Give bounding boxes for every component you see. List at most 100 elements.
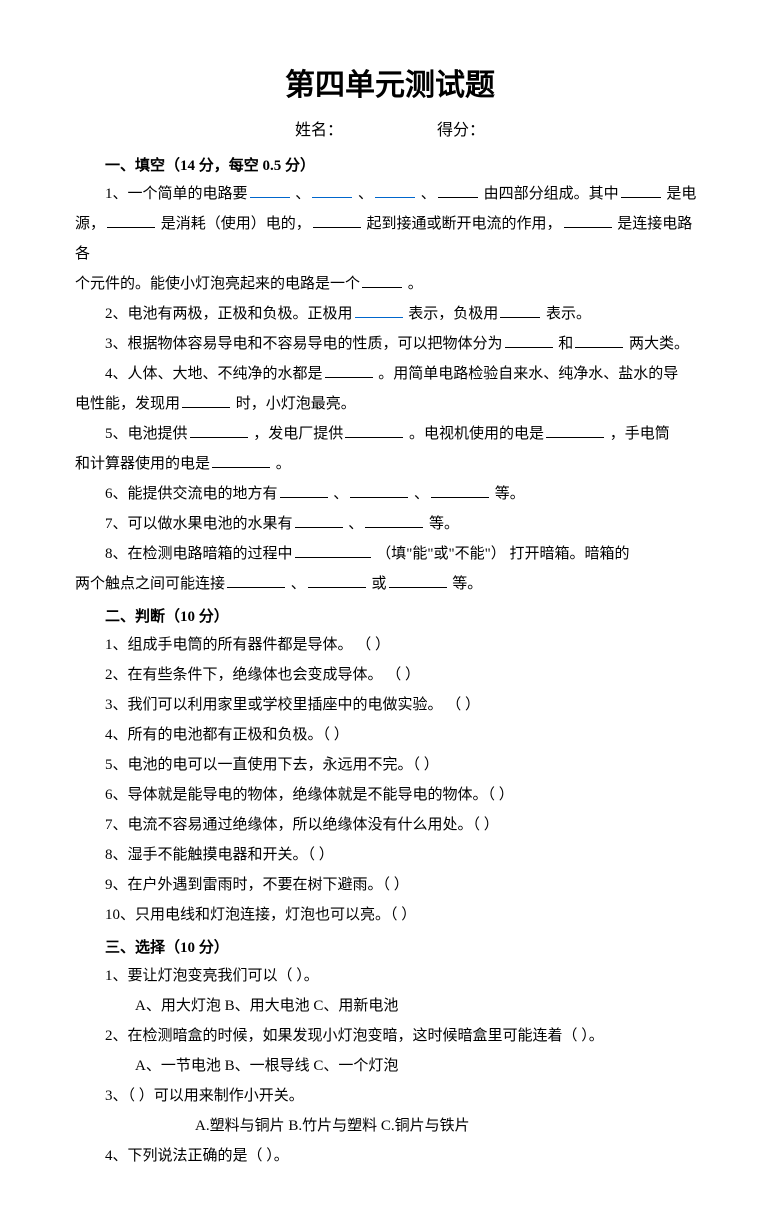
sep: 、 (348, 516, 363, 532)
section-choice-header: 三、选择（10 分） (75, 936, 705, 957)
fill-q1-line3: 个元件的。能使小灯泡亮起来的电路是一个 。 (75, 269, 705, 299)
fill-q1-text: 1、一个简单的电路要 (105, 186, 248, 202)
judge-q1: 1、组成手电筒的所有器件都是导体。 （ ） (75, 630, 705, 660)
blank (375, 183, 415, 198)
blank (250, 183, 290, 198)
judge-q2: 2、在有些条件下，绝缘体也会变成导体。 （ ） (75, 660, 705, 690)
choice-q1-opts: A、用大灯泡 B、用大电池 C、用新电池 (75, 991, 705, 1021)
fill-q8-text: 或 (372, 576, 387, 592)
judge-q4: 4、所有的电池都有正极和负极。（ ） (75, 720, 705, 750)
blank (212, 453, 270, 468)
fill-q8-text: 8、在检测电路暗箱的过程中 (105, 546, 293, 562)
fill-q5-text: 和计算器使用的电是 (75, 456, 210, 472)
judge-q7: 7、电流不容易通过绝缘体，所以绝缘体没有什么用处。（ ） (75, 810, 705, 840)
judge-q8: 8、湿手不能触摸电器和开关。（ ） (75, 840, 705, 870)
blank (227, 573, 285, 588)
blank (308, 573, 366, 588)
sep: 、 (421, 186, 436, 202)
fill-q7-text: 7、可以做水果电池的水果有 (105, 516, 293, 532)
choice-q3-opts: A.塑料与铜片 B.竹片与塑料 C.铜片与铁片 (75, 1111, 705, 1141)
fill-q2-text: 表示，负极用 (408, 306, 498, 322)
name-label: 姓名： (295, 122, 343, 139)
student-info: 姓名： 得分： (75, 116, 705, 140)
fill-q2-text: 2、电池有两极，正极和负极。正极用 (105, 306, 353, 322)
sep: 、 (291, 576, 306, 592)
fill-q8-text: 两个触点之间可能连接 (75, 576, 225, 592)
fill-q4-line2: 电性能，发现用 时，小灯泡最亮。 (75, 389, 705, 419)
blank (621, 183, 661, 198)
sep: 、 (358, 186, 373, 202)
choice-q4: 4、下列说法正确的是（ ）。 (75, 1141, 705, 1171)
blank (575, 333, 623, 348)
score-label: 得分： (437, 122, 485, 139)
fill-q1-text: 是消耗（使用）电的， (161, 216, 311, 232)
blank (190, 423, 248, 438)
blank (389, 573, 447, 588)
blank (312, 183, 352, 198)
sep: 、 (414, 486, 429, 502)
fill-q6-text: 等。 (495, 486, 525, 502)
blank (431, 483, 489, 498)
fill-q1-text: 个元件的。能使小灯泡亮起来的电路是一个 (75, 276, 360, 292)
fill-q3-text: 3、根据物体容易导电和不容易导电的性质，可以把物体分为 (105, 336, 503, 352)
blank (438, 183, 478, 198)
blank (350, 483, 408, 498)
page-title: 第四单元测试题 (75, 60, 705, 104)
section-judge-header: 二、判断（10 分） (75, 605, 705, 626)
fill-q5-text: 。电视机使用的电是 (409, 426, 544, 442)
blank (182, 393, 230, 408)
fill-q8-line1: 8、在检测电路暗箱的过程中 （填"能"或"不能"） 打开暗箱。暗箱的 (75, 539, 705, 569)
blank (500, 303, 540, 318)
fill-q1-line2: 源， 是消耗（使用）电的， 起到接通或断开电流的作用， 是连接电路各 (75, 209, 705, 269)
blank (313, 213, 361, 228)
fill-q4-text: 4、人体、大地、不纯净的水都是 (105, 366, 323, 382)
blank (325, 363, 373, 378)
fill-q4-line1: 4、人体、大地、不纯净的水都是 。用简单电路检验自来水、纯净水、盐水的导 (75, 359, 705, 389)
fill-q1-text: 是电 (666, 186, 696, 202)
fill-q6-text: 6、能提供交流电的地方有 (105, 486, 278, 502)
fill-q4-text: 电性能，发现用 (75, 396, 180, 412)
fill-q5-line2: 和计算器使用的电是 。 (75, 449, 705, 479)
blank (505, 333, 553, 348)
fill-q8-line2: 两个触点之间可能连接 、 或 等。 (75, 569, 705, 599)
blank (295, 513, 343, 528)
fill-q1-text: 。 (408, 276, 423, 292)
section-fill-header: 一、填空（14 分，每空 0.5 分） (75, 154, 705, 175)
fill-q1-text: 起到接通或断开电流的作用， (367, 216, 562, 232)
blank (107, 213, 155, 228)
sep: 、 (295, 186, 310, 202)
fill-q3-text: 和 (558, 336, 573, 352)
fill-q3: 3、根据物体容易导电和不容易导电的性质，可以把物体分为 和 两大类。 (75, 329, 705, 359)
judge-q9: 9、在户外遇到雷雨时，不要在树下避雨。（ ） (75, 870, 705, 900)
fill-q7-text: 等。 (429, 516, 459, 532)
judge-q3: 3、我们可以利用家里或学校里插座中的电做实验。 （ ） (75, 690, 705, 720)
choice-q3: 3、（ ）可以用来制作小开关。 (75, 1081, 705, 1111)
fill-q5-line1: 5、电池提供 ，发电厂提供 。电视机使用的电是 ，手电筒 (75, 419, 705, 449)
blank (295, 543, 371, 558)
fill-q6: 6、能提供交流电的地方有 、 、 等。 (75, 479, 705, 509)
fill-q1-text: 由四部分组成。其中 (484, 186, 619, 202)
choice-q1: 1、要让灯泡变亮我们可以（ ）。 (75, 961, 705, 991)
fill-q2: 2、电池有两极，正极和负极。正极用 表示，负极用 表示。 (75, 299, 705, 329)
fill-q8-text: 等。 (452, 576, 482, 592)
judge-q10: 10、只用电线和灯泡连接，灯泡也可以亮。（ ） (75, 900, 705, 930)
fill-q4-text: 。用简单电路检验自来水、纯净水、盐水的导 (378, 366, 678, 382)
fill-q8-text: （填"能"或"不能"） 打开暗箱。暗箱的 (376, 546, 629, 562)
blank (362, 273, 402, 288)
sep: 、 (333, 486, 348, 502)
blank (564, 213, 612, 228)
fill-q4-text: 时，小灯泡最亮。 (236, 396, 356, 412)
fill-q7: 7、可以做水果电池的水果有 、 等。 (75, 509, 705, 539)
blank (345, 423, 403, 438)
fill-q5-text: 。 (276, 456, 291, 472)
fill-q1-line1: 1、一个简单的电路要 、 、 、 由四部分组成。其中 是电 (75, 179, 705, 209)
fill-q1-text: 源， (75, 216, 105, 232)
fill-q5-text: 5、电池提供 (105, 426, 188, 442)
blank (355, 303, 403, 318)
blank (546, 423, 604, 438)
fill-q5-text: ，手电筒 (610, 426, 670, 442)
exam-page: 第四单元测试题 姓名： 得分： 一、填空（14 分，每空 0.5 分） 1、一个… (0, 0, 780, 1211)
judge-q6: 6、导体就是能导电的物体，绝缘体就是不能导电的物体。（ ） (75, 780, 705, 810)
choice-q2: 2、在检测暗盒的时候，如果发现小灯泡变暗，这时候暗盒里可能连着（ ）。 (75, 1021, 705, 1051)
fill-q2-text: 表示。 (546, 306, 591, 322)
